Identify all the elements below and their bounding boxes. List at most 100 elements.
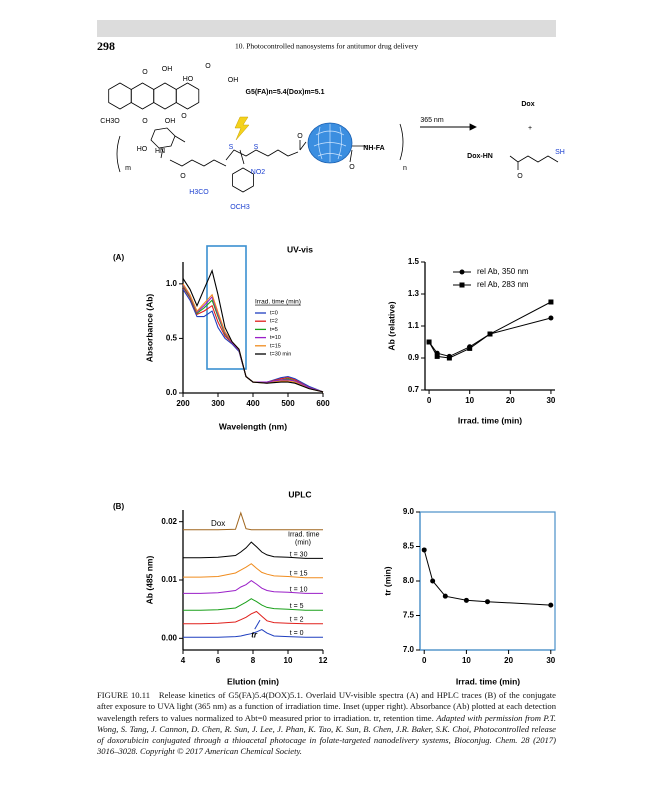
scheme-label: S bbox=[254, 144, 259, 151]
trace-label: t = 5 bbox=[290, 603, 304, 610]
y-tick-label: 1.1 bbox=[408, 321, 420, 330]
scheme-label: HN bbox=[155, 148, 165, 155]
scheme-label: HO bbox=[137, 146, 148, 153]
legend-label: t=15 bbox=[270, 343, 281, 349]
annotation-arrow bbox=[254, 619, 261, 630]
legend-label: rel Ab, 283 nm bbox=[477, 280, 529, 289]
series-line bbox=[183, 563, 323, 579]
legend-marker bbox=[459, 282, 465, 288]
data-point bbox=[467, 345, 473, 351]
data-point bbox=[485, 599, 490, 605]
legend-label: t=5 bbox=[270, 327, 278, 333]
panel-label: (A) bbox=[113, 253, 124, 262]
x-tick-label: 6 bbox=[216, 656, 221, 665]
x-tick-label: 400 bbox=[246, 399, 260, 408]
x-tick-label: 600 bbox=[316, 399, 330, 408]
x-axis-label: Elution (min) bbox=[227, 676, 279, 686]
scheme-label: O bbox=[205, 63, 211, 70]
series-line bbox=[183, 511, 323, 531]
caption-text: Release kinetics of G5(FA)5.4(DOX)5.1. O… bbox=[97, 690, 556, 723]
x-tick-label: 20 bbox=[506, 396, 515, 405]
series-line bbox=[183, 541, 323, 559]
y-tick-label: 7.0 bbox=[403, 645, 415, 654]
data-point bbox=[446, 355, 452, 361]
ring bbox=[108, 82, 132, 110]
scheme-label: O bbox=[142, 69, 148, 76]
data-point bbox=[434, 353, 440, 359]
amide bbox=[349, 145, 368, 163]
product-chain bbox=[509, 155, 559, 170]
x-tick-label: 30 bbox=[546, 656, 555, 665]
aromatic-ring bbox=[232, 167, 254, 193]
y-tick-label: 0.7 bbox=[408, 385, 420, 394]
trace-label: t = 30 bbox=[290, 551, 308, 558]
y-tick-label: 1.3 bbox=[408, 289, 420, 298]
scheme-label: O bbox=[517, 173, 523, 180]
x-tick-label: 30 bbox=[546, 396, 555, 405]
carbamate bbox=[299, 140, 307, 151]
series-line bbox=[182, 289, 324, 393]
highlight-box bbox=[206, 245, 247, 370]
series-line bbox=[182, 283, 324, 393]
data-point bbox=[463, 597, 469, 603]
annotation: tr bbox=[251, 630, 258, 639]
linker-chain bbox=[169, 149, 299, 167]
x-tick-label: 500 bbox=[281, 399, 295, 408]
scheme-label: O bbox=[142, 118, 148, 125]
caption-label: FIGURE 10.11 bbox=[97, 690, 151, 700]
scheme-label: m bbox=[125, 165, 131, 172]
series-line bbox=[428, 317, 552, 357]
x-axis-label: Irrad. time (min) bbox=[456, 676, 520, 686]
series-line bbox=[183, 579, 323, 594]
chart-title: UV-vis bbox=[287, 244, 313, 254]
scheme-label: NH-FA bbox=[363, 145, 384, 152]
dendrimer-texture bbox=[313, 124, 347, 162]
data-point bbox=[548, 602, 554, 608]
scheme-label: Dox-HN bbox=[467, 153, 493, 160]
legend-label: t=0 bbox=[270, 310, 278, 316]
brackets bbox=[116, 123, 404, 173]
trace-label: t = 2 bbox=[290, 617, 304, 624]
legend-title: Irrad. time (min) bbox=[255, 299, 301, 306]
series-line bbox=[182, 284, 324, 393]
scheme-label: G5(FA)n=5.4(Dox)m=5.1 bbox=[246, 89, 325, 96]
x-tick-label: 0 bbox=[427, 396, 432, 405]
y-tick-label: 8.5 bbox=[403, 542, 415, 551]
x-axis-label: Irrad. time (min) bbox=[458, 415, 522, 425]
panel-label: (B) bbox=[113, 502, 124, 511]
series-line bbox=[423, 549, 551, 606]
scheme-label: O bbox=[297, 133, 303, 140]
y-tick-label: 0.5 bbox=[166, 334, 178, 343]
chart-title: UPLC bbox=[288, 489, 311, 499]
scheme-label: 365 nm bbox=[420, 117, 444, 124]
scheme-label: O bbox=[180, 173, 186, 180]
scheme-label: CH3O bbox=[100, 118, 120, 125]
scheme-label: NO2 bbox=[251, 169, 266, 176]
x-tick-label: 200 bbox=[176, 399, 190, 408]
x-tick-label: 300 bbox=[211, 399, 225, 408]
scheme-label: S bbox=[229, 144, 234, 151]
scheme-label: OH bbox=[162, 66, 173, 73]
scheme-label: n bbox=[403, 165, 407, 172]
y-tick-label: 0.9 bbox=[408, 353, 420, 362]
data-point bbox=[487, 331, 493, 337]
x-tick-label: 10 bbox=[465, 396, 474, 405]
annotation: Irrad. time bbox=[288, 531, 320, 538]
scheme-label: + bbox=[528, 125, 532, 132]
x-tick-label: 10 bbox=[462, 656, 471, 665]
y-axis-label: Ab (485 nm) bbox=[144, 556, 154, 605]
arrow-head bbox=[469, 123, 477, 131]
light-bolt bbox=[234, 116, 250, 141]
scheme-label: O bbox=[181, 113, 187, 120]
x-tick-label: 0 bbox=[422, 656, 427, 665]
series-line bbox=[183, 598, 323, 611]
y-axis-label: tr (min) bbox=[382, 566, 392, 595]
legend-label: t=2 bbox=[270, 319, 278, 325]
scheme-label: Dox bbox=[521, 101, 534, 108]
series-line bbox=[183, 610, 323, 625]
legend-label: t=30 min bbox=[270, 351, 291, 357]
page-number: 298 bbox=[97, 39, 115, 53]
y-tick-label: 0.02 bbox=[161, 517, 177, 526]
data-point bbox=[442, 593, 448, 599]
